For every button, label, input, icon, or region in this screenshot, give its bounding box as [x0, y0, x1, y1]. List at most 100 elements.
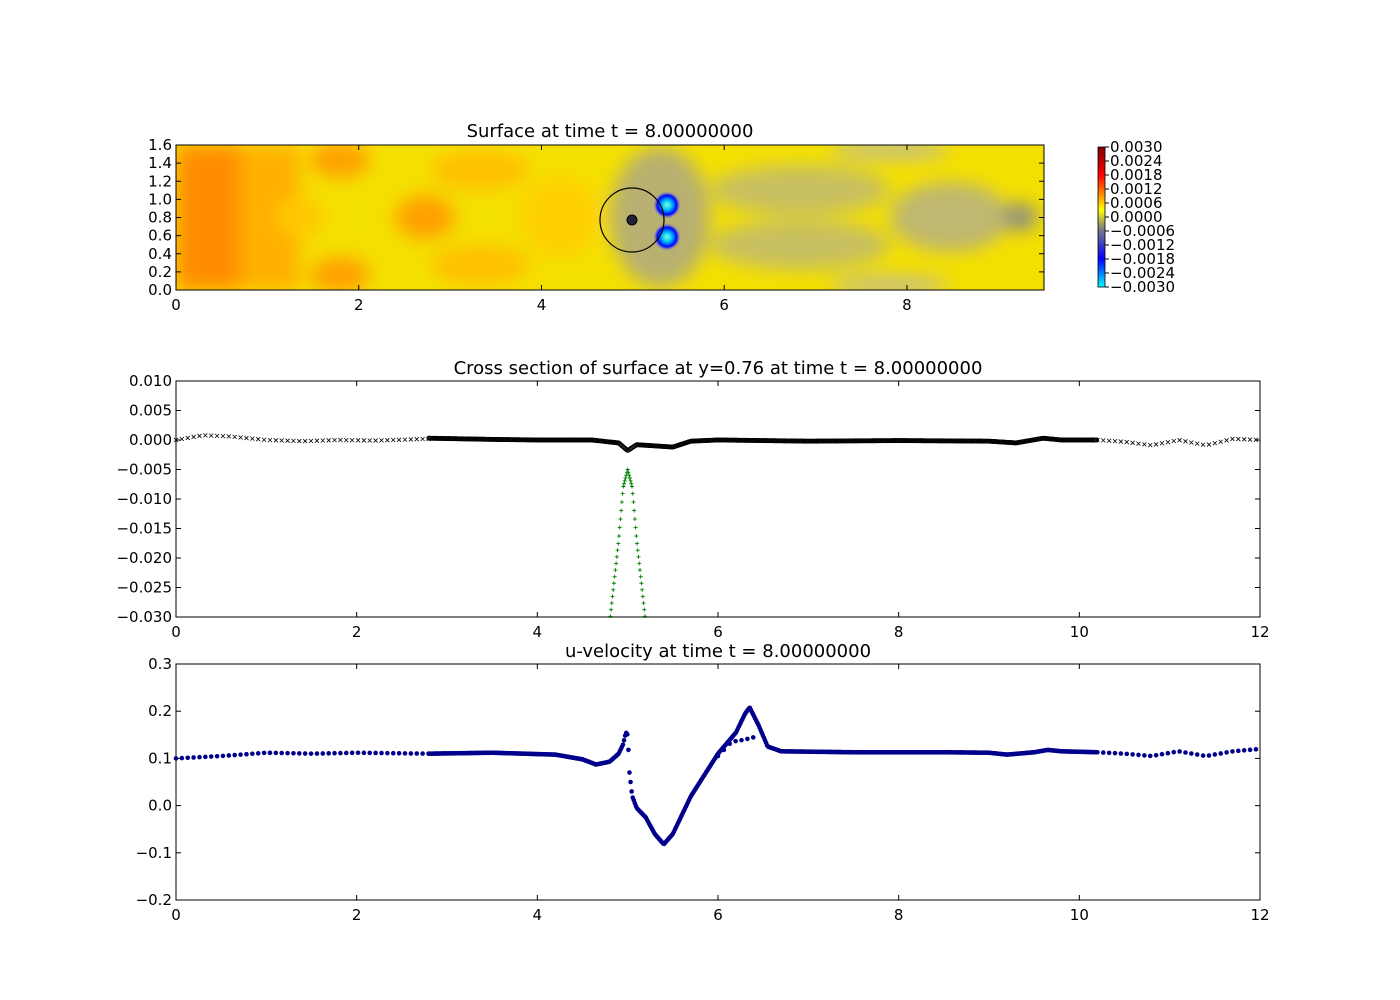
y-tick-label: 0.6 [148, 227, 172, 245]
data-point [396, 750, 402, 756]
data-point [1136, 752, 1141, 758]
data-point [238, 435, 243, 440]
data-point [750, 735, 756, 740]
data-point [745, 736, 750, 742]
series-3 [1095, 747, 1259, 759]
data-point [1236, 748, 1241, 754]
data-point [1236, 436, 1241, 442]
y-tick-label: 0.005 [129, 402, 172, 420]
x-tick-label: 10 [1070, 906, 1089, 924]
data-point [232, 434, 237, 440]
colorbar-tick-label: 0.0018 [1110, 166, 1163, 184]
x-tick-label: 2 [352, 623, 362, 641]
data-point [238, 752, 243, 757]
data-point [612, 574, 617, 579]
data-point [639, 581, 644, 586]
data-point [379, 750, 384, 756]
data-point [420, 751, 425, 756]
x-tick-label: 6 [713, 906, 723, 924]
data-point [721, 747, 727, 753]
data-point [1112, 750, 1118, 756]
data-point [373, 438, 378, 443]
data-point [1230, 749, 1235, 754]
data-point [308, 751, 314, 756]
data-point [632, 508, 637, 513]
data-point [1136, 441, 1141, 446]
data-point [203, 754, 208, 760]
heatmap-field [176, 145, 1044, 290]
data-point [267, 750, 273, 756]
colorbar-tick-label: 0.0030 [1110, 138, 1163, 156]
y-tick-label: −0.025 [116, 579, 172, 597]
data-point [1189, 751, 1194, 756]
data-point [617, 525, 622, 530]
data-point [414, 436, 420, 442]
colorbar-tick-label: −0.0018 [1110, 250, 1175, 268]
data-point [1153, 442, 1159, 447]
data-point [1159, 440, 1165, 446]
data-point [297, 438, 302, 444]
data-point [1171, 749, 1177, 755]
u-velocity-series [173, 705, 1259, 847]
x-tick-label: 12 [1250, 623, 1269, 641]
data-point [633, 525, 638, 530]
data-point [1095, 749, 1100, 755]
data-point [285, 750, 290, 756]
data-point [1177, 437, 1182, 443]
data-point [1142, 753, 1147, 758]
data-point [390, 750, 396, 756]
data-point [250, 751, 255, 757]
data-point [1165, 439, 1171, 445]
data-point [408, 437, 414, 442]
data-point [214, 433, 220, 439]
data-point [627, 770, 632, 775]
heatmap-y-ticks: 0.00.20.40.60.81.01.21.41.6 [148, 136, 1044, 299]
x-tick-label: 8 [894, 623, 904, 641]
x-tick-label: 12 [1250, 906, 1269, 924]
data-point [1171, 438, 1177, 444]
data-point [628, 779, 633, 785]
data-point [1189, 440, 1194, 445]
data-point [250, 436, 255, 441]
data-point [629, 481, 634, 486]
data-point [402, 437, 408, 442]
x-tick-label: 8 [902, 296, 912, 314]
data-point [1247, 437, 1253, 442]
data-point [179, 755, 185, 761]
data-point [185, 755, 191, 761]
data-point [197, 433, 202, 439]
data-point [1200, 442, 1206, 448]
data-point [326, 438, 331, 443]
colorbar-tick-label: 0.0000 [1110, 208, 1163, 226]
data-point [361, 438, 367, 443]
data-point [1253, 437, 1259, 443]
data-point [1212, 440, 1218, 446]
y-tick-label: −0.1 [136, 844, 172, 862]
y-tick-label: 1.6 [148, 136, 172, 154]
cross-section-series [173, 433, 1259, 619]
cross-section-x-ticks: 0 2 4 6 8 10 12 [171, 381, 1270, 641]
data-point [396, 437, 402, 443]
data-point [244, 435, 249, 441]
data-point [1218, 751, 1224, 756]
data-point [255, 751, 261, 756]
colorbar-tick-label: 0.0024 [1110, 152, 1163, 170]
colorbar [1097, 146, 1106, 288]
data-point [628, 478, 633, 483]
data-point [1130, 440, 1135, 446]
data-point [314, 438, 320, 443]
data-point [338, 437, 343, 443]
data-point [1100, 750, 1106, 755]
data-point [616, 541, 621, 546]
data-point [338, 750, 343, 756]
cross-section-panel: Cross section of surface at y=0.76 at ti… [116, 358, 1269, 641]
data-point [314, 751, 320, 756]
data-point [343, 750, 349, 756]
data-point [244, 751, 249, 757]
obstacle-inner-ring [626, 214, 638, 226]
data-point [367, 438, 373, 443]
data-point [302, 438, 308, 444]
data-point [414, 751, 420, 756]
heatmap-title: Surface at time t = 8.00000000 [467, 121, 754, 142]
data-point [291, 751, 296, 756]
